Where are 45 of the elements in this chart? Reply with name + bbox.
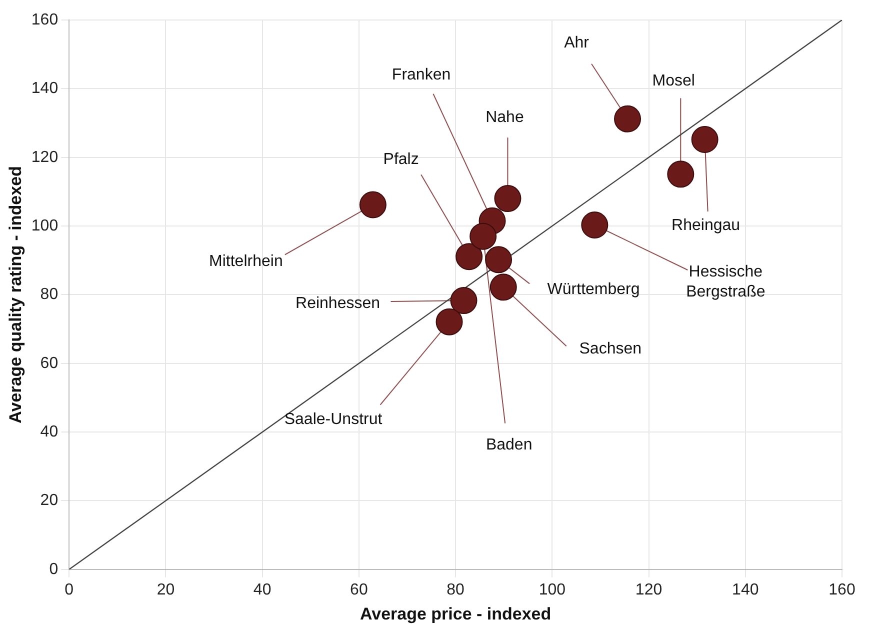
x-tick-label: 160 — [828, 581, 856, 598]
y-tick-label: 120 — [31, 148, 58, 166]
point — [436, 308, 463, 336]
x-tick-label: 0 — [64, 581, 74, 598]
annotation: Mosel — [652, 72, 695, 90]
point — [456, 243, 483, 270]
x-axis-title: Average price - indexed — [360, 604, 552, 624]
y-axis-title: Average quality rating - indexed — [6, 166, 25, 424]
point — [470, 222, 497, 250]
point — [359, 191, 386, 218]
x-tick-label: 100 — [538, 581, 566, 598]
point — [450, 287, 478, 314]
point — [485, 246, 512, 274]
annotation: Württemberg — [547, 281, 640, 298]
x-tick-label: 60 — [350, 581, 368, 598]
point — [614, 105, 642, 132]
y-tick-label: 0 — [49, 560, 58, 578]
y-tick-label: 140 — [31, 80, 58, 98]
y-tick-label: 160 — [31, 11, 58, 28]
point — [490, 274, 517, 301]
x-tick-label: 40 — [253, 581, 272, 598]
y-tick-label: 100 — [31, 217, 58, 234]
annotation: Reinhessen — [296, 294, 380, 312]
y-tick-label: 80 — [40, 286, 58, 304]
annotation: Baden — [486, 436, 532, 454]
y-tick-label: 20 — [40, 492, 58, 510]
x-tick-label: 120 — [635, 581, 662, 598]
annotation: Mittelrhein — [209, 253, 283, 270]
y-tick-label: 40 — [40, 423, 58, 440]
annotation: Pfalz — [383, 150, 419, 168]
annotation: Ahr — [564, 34, 590, 52]
x-tick-label: 80 — [446, 581, 465, 598]
point — [494, 185, 522, 212]
annotation: Saale-Unstrut — [284, 411, 383, 428]
annotation: Franken — [392, 66, 451, 84]
annotation: Hessische Bergstraße — [686, 263, 766, 300]
x-tick-label: 140 — [732, 581, 759, 598]
annotation: Sachsen — [579, 340, 642, 358]
annotation: Nahe — [486, 108, 524, 126]
y-tick-label: 60 — [40, 354, 58, 372]
point — [581, 211, 608, 238]
point — [667, 160, 694, 188]
point — [691, 126, 718, 153]
x-tick-label: 20 — [156, 581, 175, 598]
annotation: Rheingau — [672, 216, 740, 234]
